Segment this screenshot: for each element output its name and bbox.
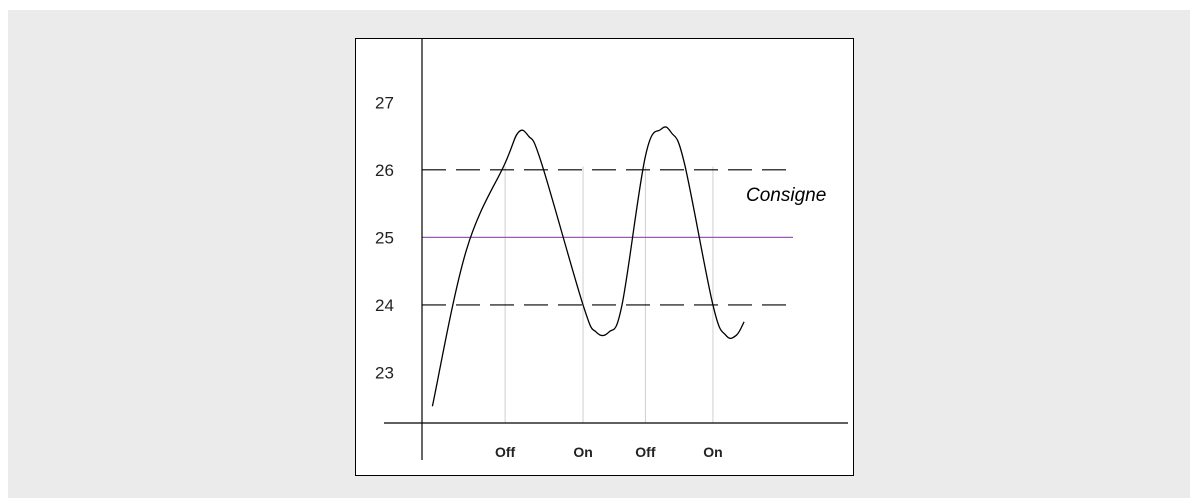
switch-label-2: On [573, 444, 592, 460]
switch-label-4: On [703, 444, 722, 460]
switch-label-1: Off [495, 444, 516, 460]
y-tick-label-24: 24 [375, 296, 394, 315]
thermostat-hysteresis-chart: 23 24 25 26 27 Off On Off On Consigne [375, 39, 848, 460]
y-tick-label-23: 23 [375, 363, 394, 382]
y-tick-label-27: 27 [375, 93, 394, 112]
y-tick-label-26: 26 [375, 161, 394, 180]
page-background: 23 24 25 26 27 Off On Off On Consigne [8, 10, 1190, 498]
switch-label-3: Off [635, 444, 656, 460]
consigne-annotation: Consigne [746, 185, 826, 206]
chart-figure: 23 24 25 26 27 Off On Off On Consigne [355, 38, 854, 476]
y-tick-label-25: 25 [375, 228, 394, 247]
temperature-series-line [431, 126, 745, 407]
